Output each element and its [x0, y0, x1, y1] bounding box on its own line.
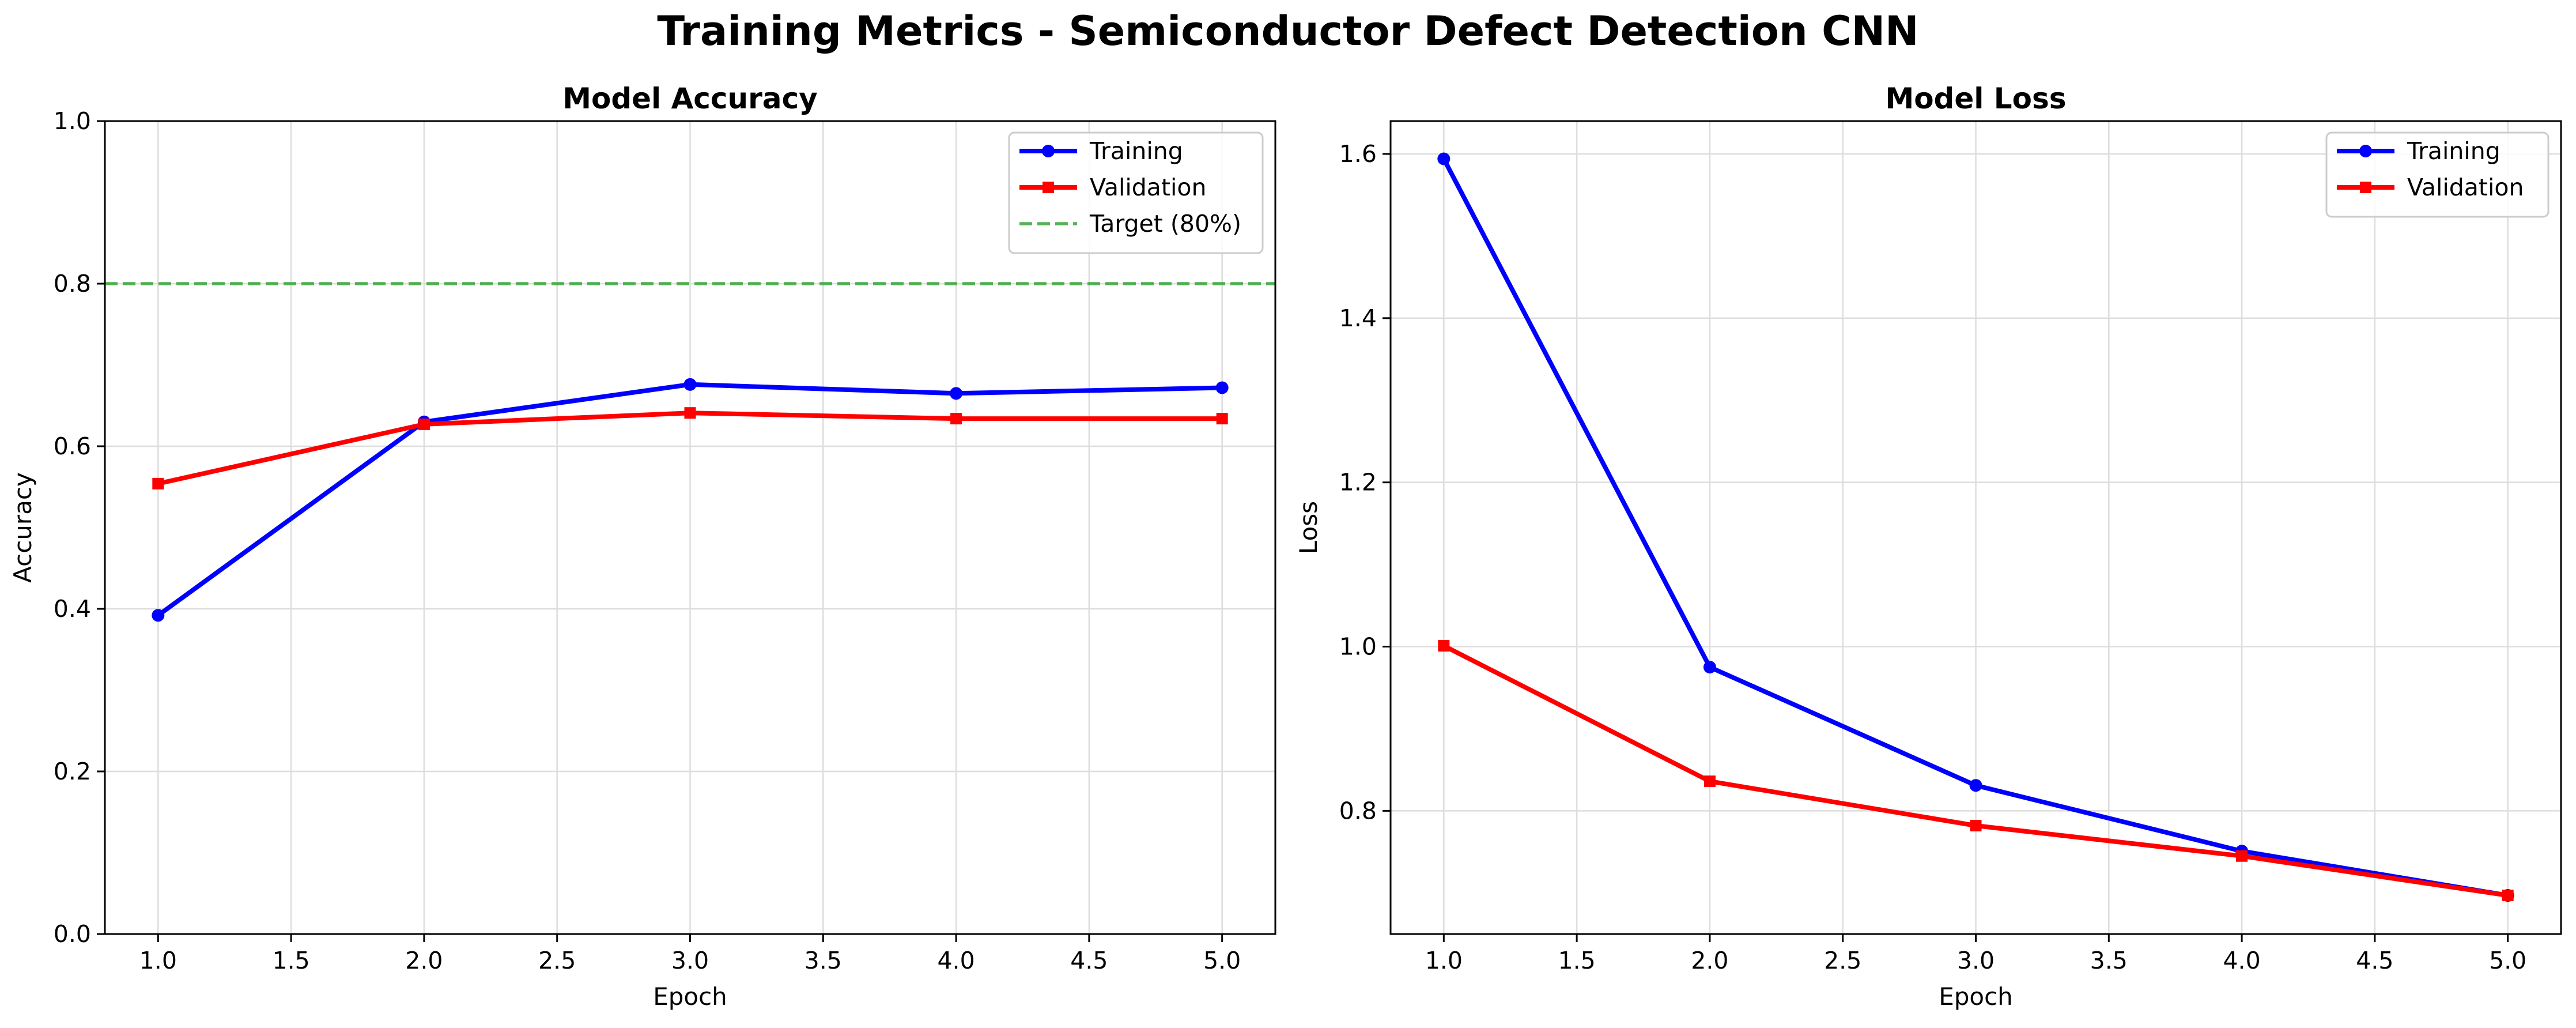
x-axis-label: Epoch: [653, 982, 727, 1011]
x-tick-label: 4.5: [1070, 947, 1108, 974]
x-tick-label: 2.5: [538, 947, 576, 974]
x-tick-label: 2.5: [1824, 947, 1861, 974]
x-tick-label: 4.0: [2223, 947, 2260, 974]
x-tick-label: 1.0: [139, 947, 177, 974]
y-tick-label: 1.2: [1339, 469, 1377, 496]
x-tick-label: 1.0: [1425, 947, 1463, 974]
x-tick-label: 5.0: [2489, 947, 2526, 974]
loss-panel: 1.0 1.5 2.0 2.5 3.0 3.5 4.0 4.5 5.0 0.8 1.0 1.2 1.4 1…: [1294, 82, 2562, 1011]
validation-point: [2236, 850, 2248, 862]
legend-label: Training: [1089, 137, 1183, 165]
y-tick-label: 0.4: [54, 595, 91, 623]
x-tick-label: 4.5: [2356, 947, 2393, 974]
legend-marker: [1042, 145, 1055, 157]
y-tick-label: 0.8: [54, 270, 91, 298]
validation-point: [684, 407, 696, 419]
validation-point: [152, 477, 164, 489]
x-tick-label: 1.5: [1558, 947, 1596, 974]
x-tick-label: 5.0: [1203, 947, 1241, 974]
training-point: [683, 378, 697, 391]
x-tick-label: 3.5: [804, 947, 842, 974]
legend-box: [1008, 131, 1264, 254]
panel-title: Model Loss: [1885, 82, 2066, 115]
legend-marker: [1043, 182, 1054, 193]
y-tick-label: 1.0: [1339, 633, 1377, 661]
legend-label: Target (80%): [1089, 210, 1241, 238]
validation-point: [1970, 820, 1982, 831]
x-tick-label: 2.0: [405, 947, 443, 974]
training-point: [1969, 779, 1982, 792]
x-tick-label: 3.0: [671, 947, 709, 974]
panel-title: Model Accuracy: [562, 82, 818, 115]
y-axis-label: Loss: [1294, 501, 1323, 554]
y-tick-label: 0.2: [54, 758, 91, 785]
validation-point: [1704, 775, 1716, 788]
y-tick-label: 1.0: [54, 107, 91, 135]
training-point: [152, 609, 165, 622]
x-tick-label: 3.5: [2090, 947, 2128, 974]
training-point: [1437, 152, 1451, 165]
training-point: [1703, 661, 1716, 674]
legend-box: [2325, 131, 2549, 218]
x-tick-label: 4.0: [937, 947, 975, 974]
legend-label: Validation: [1090, 174, 1206, 201]
y-tick-label: 1.4: [1339, 304, 1377, 332]
legend-label: Training: [2407, 137, 2501, 165]
y-axis-label: Accuracy: [9, 472, 37, 583]
validation-point: [418, 418, 430, 430]
y-tick-label: 1.6: [1339, 140, 1377, 168]
x-tick-label: 2.0: [1691, 947, 1728, 974]
y-tick-label: 0.0: [54, 920, 91, 948]
accuracy-panel: 1.0 1.5 2.0 2.5 3.0 3.5 4.0 4.5 5.0 0.0 0.2 0.4 0.6 0…: [9, 82, 1276, 1011]
legend-label: Validation: [2407, 174, 2524, 201]
validation-point: [1216, 413, 1228, 425]
x-axis-label: Epoch: [1939, 982, 2013, 1011]
x-tick-label: 3.0: [1957, 947, 1995, 974]
legend-marker: [2359, 145, 2372, 157]
legend-marker: [2360, 182, 2371, 193]
validation-point: [1438, 640, 1450, 652]
training-point: [950, 387, 963, 400]
validation-point: [950, 413, 962, 425]
figure-title: Training Metrics - Semiconductor Defect …: [657, 7, 1918, 55]
x-tick-label: 1.5: [273, 947, 310, 974]
legend: Training Validation: [2325, 131, 2549, 218]
validation-point: [2502, 890, 2514, 902]
y-tick-label: 0.8: [1339, 797, 1377, 824]
training-point: [1215, 381, 1229, 394]
legend: Training Validation Target (80%): [1008, 131, 1264, 254]
y-tick-label: 0.6: [54, 432, 91, 460]
